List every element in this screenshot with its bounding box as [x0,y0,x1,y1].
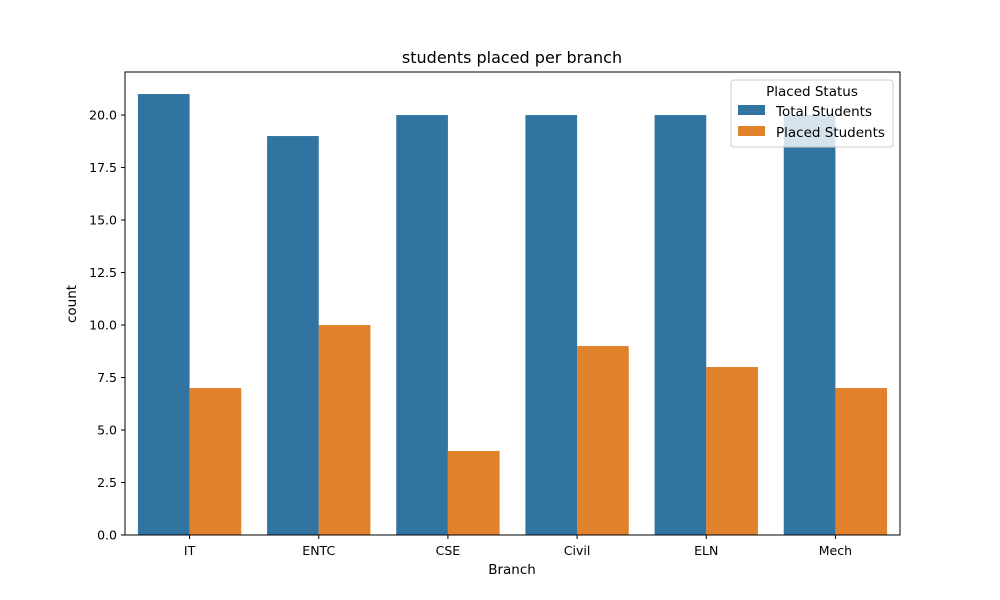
y-tick-label: 2.5 [97,475,117,490]
y-tick-label: 10.0 [89,318,117,333]
plot-area [137,94,888,536]
x-tick-label: CSE [436,543,461,558]
y-axis: 0.0 2.5 5.0 7.5 10.0 12.5 15.0 17.5 20.0 [89,108,125,543]
legend-swatch-total-students [738,105,765,115]
x-axis: IT ENTC CSE Civil ELN Mech [184,535,852,558]
bar-placed-students-mech [835,388,888,535]
legend: Placed Status Total Students Placed Stud… [730,79,894,148]
y-tick-label: 12.5 [89,265,117,280]
bar-placed-students-civil [577,346,629,535]
x-axis-label: Branch [488,562,536,578]
y-axis-label: count [64,285,80,323]
bar-placed-students-eln [706,367,758,535]
x-tick-label: ELN [694,543,718,558]
bar-placed-students-cse [447,451,500,535]
chart-title: students placed per branch [402,48,622,67]
bar-placed-students-entc [318,325,371,535]
legend-label-total-students: Total Students [775,104,872,120]
bar-placed-students-it [189,388,242,535]
bar-total-students-entc [267,136,319,535]
y-tick-label: 0.0 [97,528,117,543]
y-tick-label: 20.0 [89,108,117,123]
bar-total-students-eln [654,115,707,535]
y-tick-label: 7.5 [97,370,117,385]
y-tick-label: 15.0 [89,213,117,228]
bar-total-students-civil [525,115,578,535]
legend-box [730,79,894,148]
x-tick-label: ENTC [302,543,335,558]
x-tick-label: Civil [564,543,591,558]
legend-label-placed-students: Placed Students [776,125,885,141]
x-tick-label: Mech [819,543,852,558]
bar-total-students-mech [783,115,836,535]
bar-total-students-it [137,94,190,536]
y-tick-label: 17.5 [89,160,117,175]
y-tick-label: 5.0 [97,423,117,438]
bar-total-students-cse [396,115,448,535]
x-tick-label: IT [184,543,196,558]
plot-frame [124,71,901,536]
legend-swatch-placed-students [738,126,765,136]
legend-title: Placed Status [766,84,858,100]
